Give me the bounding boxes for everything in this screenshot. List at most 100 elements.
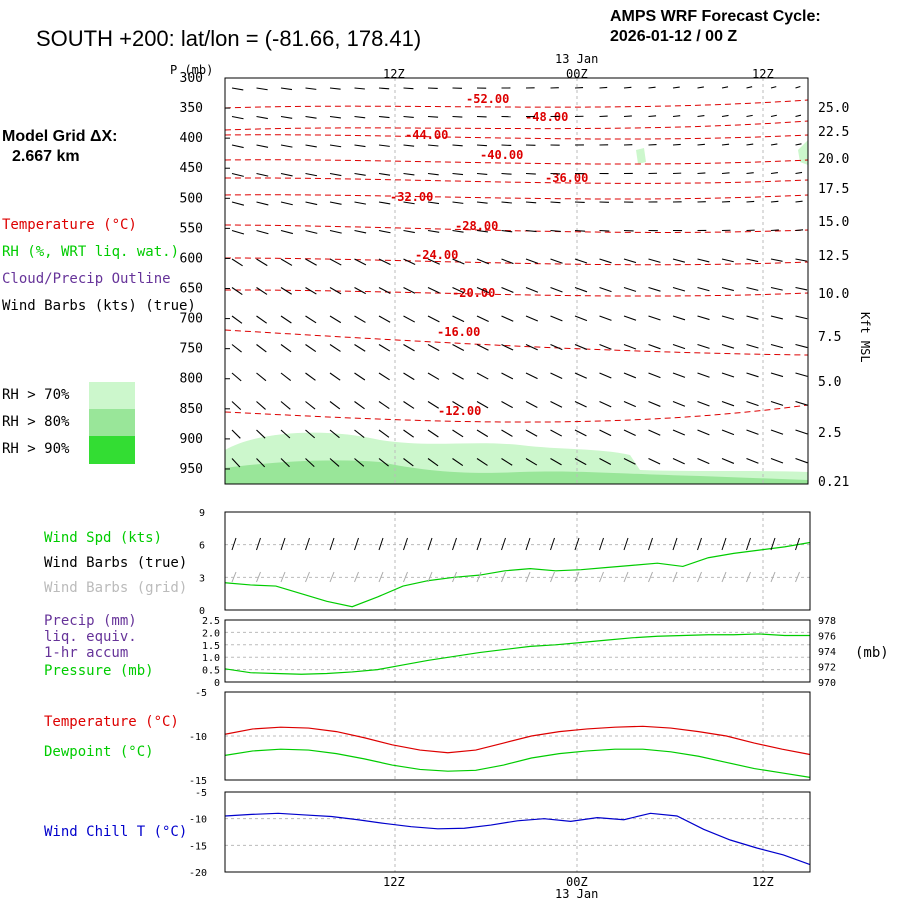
wind-barb-295	[403, 429, 414, 438]
wind-barb-276	[525, 401, 538, 408]
wind-barb-300	[525, 429, 538, 437]
wind-barb-16	[623, 86, 632, 89]
isotherm-label-3: -40.00	[480, 148, 523, 162]
legend-wind-barbs-grid: Wind Barbs (grid)	[44, 580, 188, 596]
wind-barb-296	[427, 429, 439, 438]
wind-barb-224	[427, 344, 440, 352]
wind-barb-256	[623, 372, 637, 379]
wind-barb-0	[231, 87, 244, 91]
wind-barb-22	[770, 86, 777, 89]
p-tick-label-5: 550	[180, 221, 203, 236]
wind-barb-126	[378, 229, 391, 234]
legend-cloud: Cloud/Precip Outline	[2, 271, 171, 287]
wind-barb-194	[280, 315, 292, 324]
wind-barb-168	[231, 287, 243, 296]
wind-tick-2: 6	[199, 541, 205, 552]
wind-barb-265	[256, 401, 266, 410]
wind-barb-241	[256, 372, 267, 382]
wind-barb-162	[672, 258, 686, 263]
wind-barb-true-1	[256, 537, 261, 551]
chill-tick-3: -20	[189, 868, 207, 879]
wind-barb-true-11	[501, 537, 506, 551]
wind-barb-178	[476, 286, 489, 294]
top-date-label: 13 Jan	[555, 52, 598, 66]
wind-barb-true-21	[746, 537, 751, 551]
kft-tick-label-2: 20.0	[818, 152, 849, 167]
wind-barb-284	[721, 400, 735, 407]
wind-barb-147	[305, 258, 317, 266]
wind-barb-true-4	[329, 537, 335, 551]
forecast-cycle-label: AMPS WRF Forecast Cycle:	[610, 8, 821, 25]
wind-barb-51	[305, 144, 317, 148]
temperature-line	[224, 725, 811, 756]
wind-barb-186	[672, 286, 686, 292]
bottom-date-label: 13 Jan	[555, 887, 598, 900]
wind-barb-true-9	[452, 537, 457, 551]
wind-barb-266	[280, 401, 291, 410]
wind-barb-145	[256, 258, 268, 267]
wind-barb-272	[427, 401, 439, 409]
wind-barb-297	[452, 429, 464, 438]
wind-barb-72	[231, 172, 244, 177]
wind-barb-75	[305, 172, 318, 177]
wind-barb-273	[452, 401, 464, 409]
p-tick-label-9: 750	[180, 342, 203, 357]
wind-barb-286	[770, 400, 784, 406]
wind-barb-true-18	[672, 537, 678, 551]
isotherm-4	[224, 177, 809, 184]
wind-speed-line	[224, 541, 811, 608]
wind-barb-213	[746, 315, 759, 320]
wind-barb-19	[697, 86, 704, 89]
isotherm-label-4: -36.00	[545, 171, 588, 185]
wind-barb-125	[354, 229, 367, 234]
wind-barb-205	[550, 315, 563, 322]
wind-barb-210	[672, 315, 686, 321]
wind-barb-30	[378, 115, 390, 119]
wind-barb-21	[746, 86, 753, 89]
wind-barb-29	[354, 115, 366, 119]
wind-barb-53	[354, 144, 366, 148]
isotherm-8	[224, 289, 809, 297]
wind-barb-15	[599, 86, 608, 89]
wind-barb-257	[648, 372, 661, 379]
wind-barb-129	[452, 229, 464, 233]
wind-barb-161	[648, 258, 661, 263]
wind-barb-80	[427, 172, 439, 176]
wind-barb-325	[550, 458, 562, 466]
rh90-label: RH > 90%	[2, 441, 70, 457]
wind-barb-118	[770, 200, 779, 203]
legend-temperature: Temperature (°C)	[2, 217, 137, 233]
wind-barb-237	[746, 343, 759, 349]
rh90-swatch	[89, 436, 135, 464]
isotherm-label-10: -12.00	[438, 404, 481, 418]
wind-barb-grid-13	[550, 571, 555, 583]
pressure-line	[224, 633, 810, 675]
wind-barb-grid-15	[599, 571, 604, 583]
rh70-label: RH > 70%	[2, 387, 70, 403]
chill-tick-1: -10	[189, 815, 207, 826]
rh70-patch-upper	[636, 148, 646, 164]
isotherm-label-9: -16.00	[437, 325, 480, 339]
legend-dewpoint: Dewpoint (°C)	[44, 744, 154, 760]
wind-barb-271	[403, 401, 415, 409]
wind-barb-219	[305, 344, 317, 353]
wind-barb-81	[452, 172, 464, 176]
main-panel-ticks: 300 350 400 450 500 550 600 650 700 750 800 850 900 9…	[180, 71, 850, 490]
wind-barb-grid-6	[378, 571, 384, 583]
wind-barb-179	[501, 286, 514, 293]
windchill-line	[224, 812, 811, 866]
chill-panel-frame	[224, 791, 811, 873]
legend-precip-equiv: liq. equiv.	[44, 629, 137, 645]
wind-barb-155	[501, 258, 514, 265]
kft-tick-label-4: 15.0	[818, 215, 849, 230]
wind-barb-281	[648, 400, 661, 407]
pressure-tick-2: 974	[818, 647, 836, 658]
wind-barb-153	[452, 258, 465, 265]
wind-barb-293	[354, 429, 365, 438]
wind-barb-229	[550, 343, 563, 351]
legend-precip-accum: 1-hr accum	[44, 645, 129, 661]
p-tick-label-10: 800	[180, 372, 203, 387]
wind-barb-177	[452, 286, 465, 294]
wind-barb-242	[280, 372, 292, 381]
wind-barb-230	[574, 343, 588, 350]
